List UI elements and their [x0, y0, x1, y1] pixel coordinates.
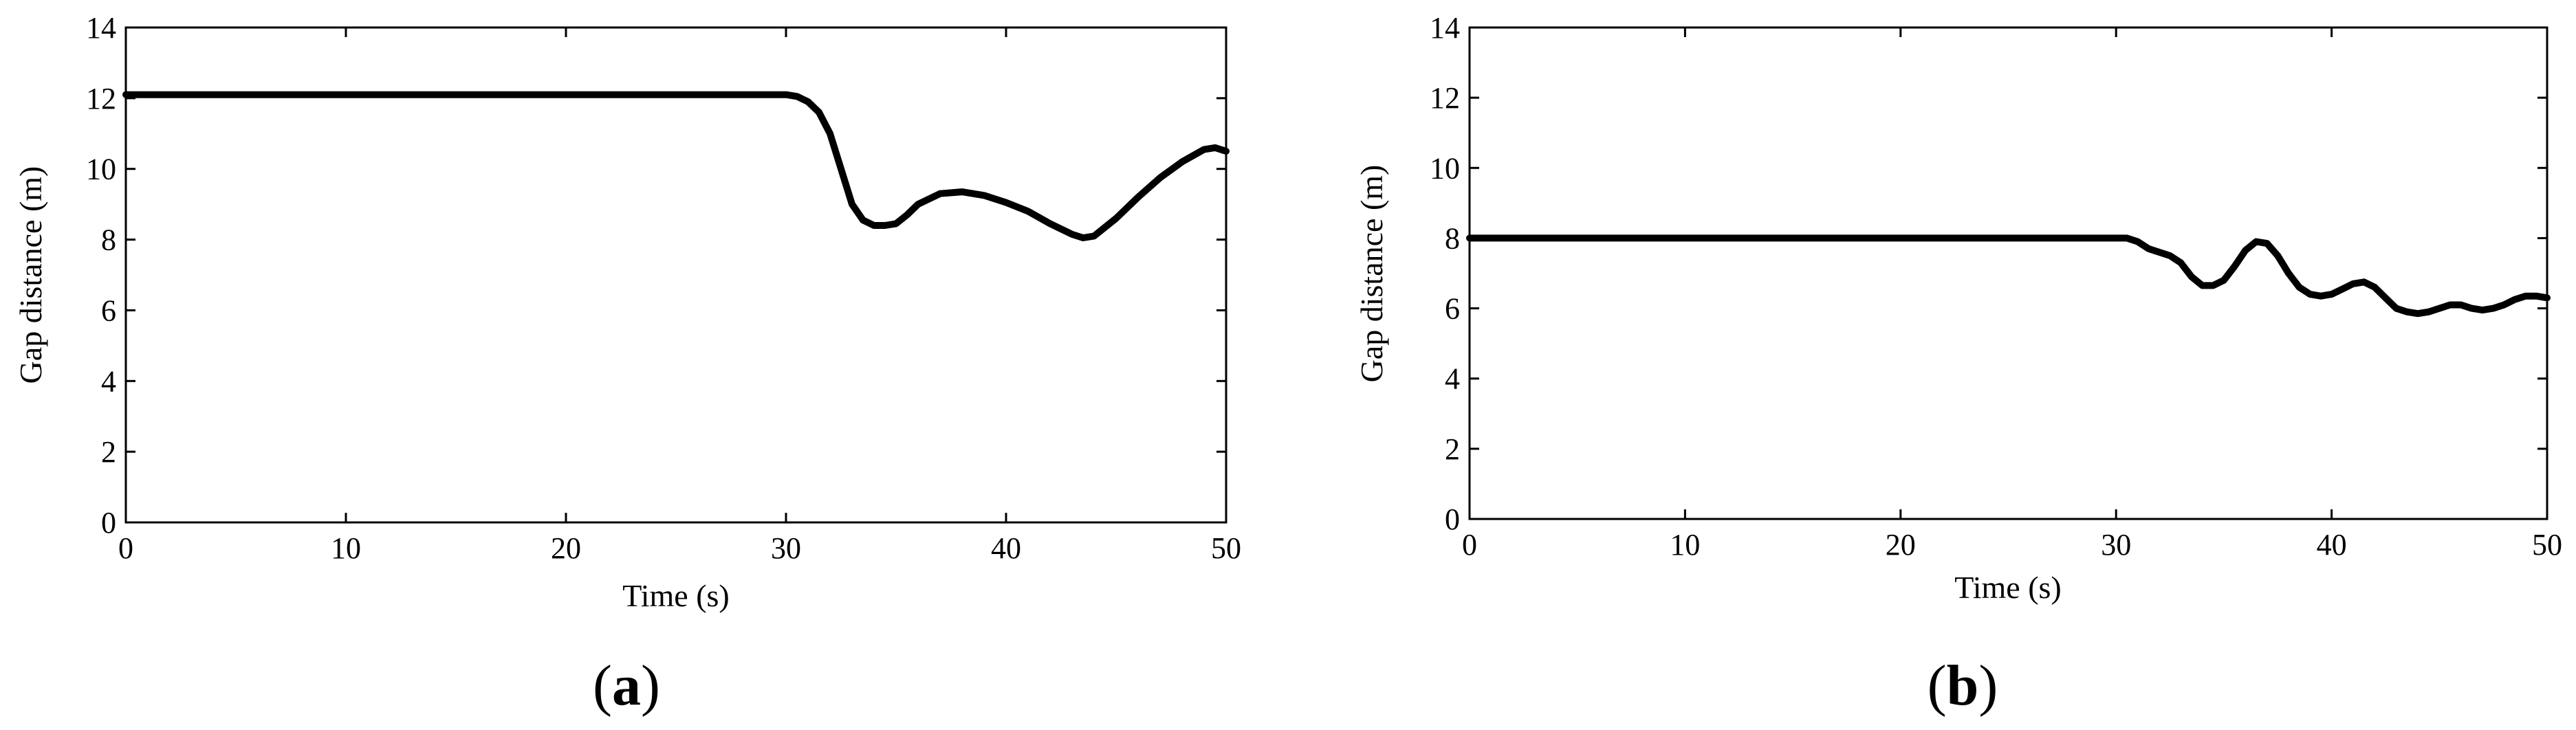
x-tick-label: 0	[118, 531, 133, 565]
y-axis-ticks: 0 2 4 6 8 10 12 14	[1430, 11, 2547, 536]
x-tick-label: 20	[551, 531, 581, 565]
panel-label-letter: b	[1947, 654, 1979, 718]
y-tick-label: 12	[1430, 81, 1460, 115]
chart-panel-b: 0 2 4 6 8 10 12 14 0 10 20 30 40 50 Time (s) Gap dis…	[1354, 11, 2562, 718]
y-tick-label: 0	[101, 506, 116, 540]
y-tick-label: 6	[1445, 292, 1460, 326]
x-tick-label: 30	[771, 531, 801, 565]
x-tick-label: 50	[2532, 528, 2562, 562]
y-tick-label: 14	[1430, 11, 1460, 45]
x-axis-ticks: 0 10 20 30 40 50	[1462, 27, 2562, 562]
y-tick-label: 0	[1445, 502, 1460, 536]
y-axis-ticks: 0 2 4 6 8 10 12 14	[86, 11, 1226, 540]
y-axis-label: Gap distance (m)	[1354, 165, 1389, 383]
chart-panel-a: 0 2 4 6 8 10 12 14 0 10 20 30 40 50 Time (s) Gap dis…	[13, 11, 1241, 718]
x-tick-label: 30	[2101, 528, 2131, 562]
y-tick-label: 8	[1445, 221, 1460, 255]
x-tick-label: 20	[1886, 528, 1916, 562]
plot-area-frame	[1468, 26, 2548, 520]
panel-label: (a)	[593, 654, 660, 718]
y-tick-label: 12	[86, 82, 116, 115]
panel-label-letter: a	[612, 654, 641, 718]
x-tick-label: 40	[991, 531, 1021, 565]
y-tick-label: 6	[101, 294, 116, 327]
y-tick-label: 4	[101, 364, 116, 398]
y-tick-label: 10	[86, 153, 116, 186]
y-axis-label: Gap distance (m)	[13, 166, 48, 384]
x-axis-label: Time (s)	[622, 578, 730, 613]
x-tick-label: 10	[331, 531, 361, 565]
x-axis-ticks: 0 10 20 30 40 50	[118, 27, 1241, 565]
x-tick-label: 0	[1462, 528, 1477, 562]
y-tick-label: 2	[1445, 432, 1460, 466]
y-tick-label: 10	[1430, 151, 1460, 185]
x-axis-label: Time (s)	[1954, 570, 2062, 605]
series-line	[1466, 234, 2551, 318]
x-tick-label: 10	[1670, 528, 1700, 562]
series-line	[122, 91, 1230, 241]
panel-label: (b)	[1928, 654, 1998, 718]
y-tick-label: 4	[1445, 362, 1460, 396]
y-tick-label: 8	[101, 223, 116, 257]
plot-area-frame	[124, 26, 1227, 524]
x-tick-label: 50	[1211, 531, 1241, 565]
x-tick-label: 40	[2317, 528, 2347, 562]
y-tick-label: 14	[86, 11, 116, 45]
y-tick-label: 2	[101, 435, 116, 469]
